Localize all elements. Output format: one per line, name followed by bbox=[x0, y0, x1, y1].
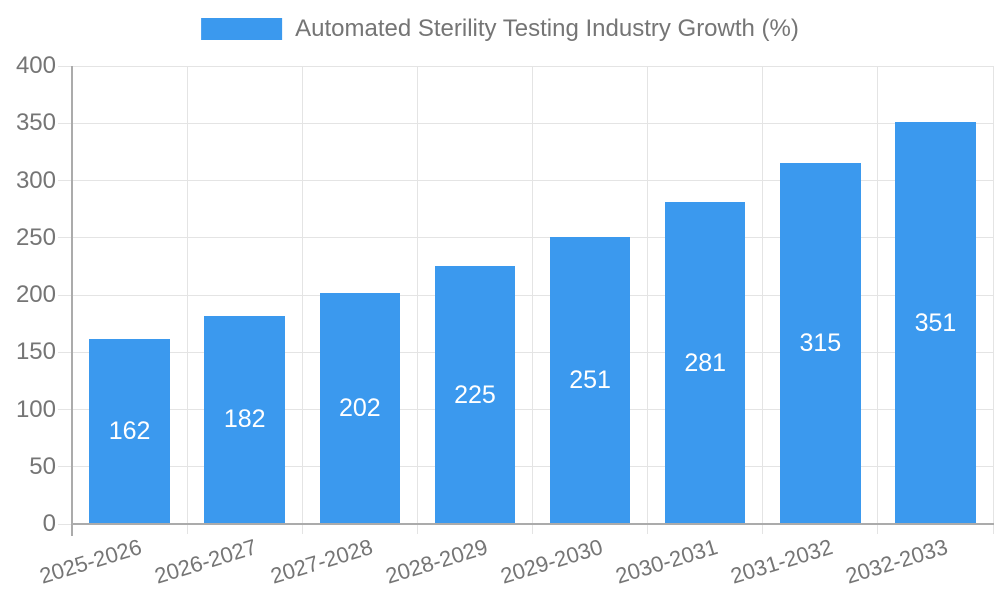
y-axis-label: 400 bbox=[15, 52, 56, 79]
x-gridline bbox=[416, 66, 418, 534]
bar-value-label: 162 bbox=[108, 416, 151, 445]
y-axis-tick bbox=[58, 180, 72, 181]
y-axis-label: 200 bbox=[15, 281, 56, 308]
bar-value-label: 182 bbox=[223, 405, 266, 434]
y-axis-label: 50 bbox=[29, 452, 56, 480]
legend-label: Automated Sterility Testing Industry Gro… bbox=[295, 15, 799, 42]
y-axis-tick bbox=[58, 294, 72, 296]
x-axis-line bbox=[71, 523, 994, 525]
bar-value-label: 351 bbox=[914, 308, 957, 337]
bar[interactable]: 281 bbox=[664, 202, 746, 524]
x-axis-label: 2030-2031 bbox=[612, 534, 721, 589]
bar[interactable]: 251 bbox=[549, 236, 631, 524]
bar-value-label: 251 bbox=[569, 365, 611, 394]
y-axis-label: 150 bbox=[15, 338, 56, 366]
x-gridline bbox=[762, 66, 764, 534]
x-gridline bbox=[647, 66, 649, 534]
x-gridline bbox=[992, 66, 994, 534]
legend[interactable]: Automated Sterility Testing Industry Gro… bbox=[201, 15, 799, 43]
x-axis-label: 2027-2028 bbox=[267, 534, 376, 589]
bar[interactable]: 182 bbox=[204, 315, 285, 524]
bar[interactable]: 202 bbox=[319, 292, 401, 524]
x-axis-label: 2026-2027 bbox=[152, 534, 260, 589]
x-axis-label: 2028-2029 bbox=[382, 534, 491, 589]
x-axis-label: 2032-2033 bbox=[842, 534, 951, 589]
y-axis-label: 350 bbox=[15, 109, 56, 137]
y-axis-tick bbox=[58, 523, 72, 525]
x-gridline bbox=[877, 66, 879, 534]
bar[interactable]: 315 bbox=[780, 163, 861, 524]
bar-value-label: 225 bbox=[454, 380, 496, 409]
x-axis-label: 2031-2032 bbox=[727, 534, 836, 589]
bar[interactable]: 351 bbox=[895, 122, 976, 524]
x-gridline bbox=[532, 66, 533, 534]
y-axis-line bbox=[71, 66, 73, 536]
legend-swatch bbox=[201, 18, 283, 40]
y-axis-tick bbox=[58, 409, 72, 410]
x-gridline bbox=[186, 66, 188, 534]
y-axis-tick bbox=[58, 65, 72, 67]
y-axis-label: 250 bbox=[15, 223, 56, 251]
y-axis-label: 300 bbox=[15, 166, 56, 194]
x-axis-label: 2029-2030 bbox=[497, 534, 606, 589]
x-axis-label: 2025-2026 bbox=[36, 534, 145, 589]
bar-value-label: 202 bbox=[338, 393, 381, 422]
y-axis-label: 100 bbox=[15, 395, 56, 423]
y-axis-tick bbox=[58, 122, 72, 124]
bar-value-label: 315 bbox=[799, 329, 842, 358]
x-gridline bbox=[301, 66, 303, 534]
y-axis-tick bbox=[58, 237, 72, 239]
bar[interactable]: 225 bbox=[434, 266, 516, 524]
y-axis-tick bbox=[58, 351, 72, 353]
bar[interactable]: 162 bbox=[89, 338, 170, 524]
y-axis-tick bbox=[58, 466, 72, 468]
bar-value-label: 281 bbox=[684, 348, 727, 377]
y-axis-label: 0 bbox=[42, 510, 56, 537]
